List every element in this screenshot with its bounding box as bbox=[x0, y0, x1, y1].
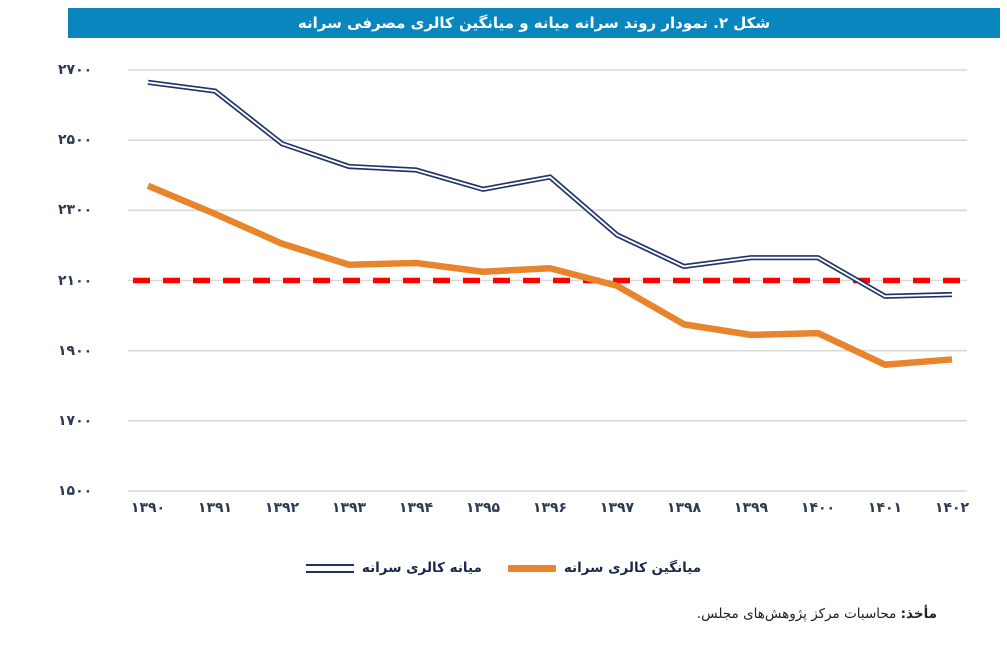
y-axis-tick-label: ۲۱۰۰ bbox=[58, 272, 93, 289]
x-axis-tick-label: ۱۳۹۴ bbox=[398, 500, 434, 516]
y-axis-tick-label: ۲۷۰۰ bbox=[58, 62, 93, 78]
x-axis-tick-label: ۱۴۰۲ bbox=[934, 500, 970, 516]
x-axis-tick-label: ۱۳۹۷ bbox=[599, 500, 635, 516]
source-label: مأخذ: bbox=[900, 606, 937, 622]
legend-item[interactable]: میانگین کالری سرانه bbox=[507, 560, 702, 576]
y-axis-tick-label: ۲۵۰۰ bbox=[58, 132, 93, 149]
x-axis-tick-label: ۱۳۹۵ bbox=[465, 500, 501, 516]
chart-container: ۱۵۰۰ ۱۷۰۰ ۱۹۰۰ ۲۱۰۰ ۲۳۰۰ ۲۵۰۰ ۲۷۰۰ ۱۳۹۰ ۱۳۹۱ ۱۳۹… bbox=[0, 45, 1007, 545]
x-axis-tick-label: ۱۴۰۰ bbox=[800, 500, 836, 516]
series-line-median-outer bbox=[147, 79, 953, 299]
figure-title-bar: شکل ۲. نمودار روند سرانه میانه و میانگین… bbox=[68, 8, 1000, 38]
y-axis-tick-label: ۱۷۰۰ bbox=[58, 412, 93, 429]
series-line-average bbox=[146, 182, 953, 368]
y-axis-tick-label: ۱۹۰۰ bbox=[58, 342, 93, 359]
y-axis-tick-label: ۱۵۰۰ bbox=[58, 483, 93, 499]
legend-item-label: میانگین کالری سرانه bbox=[563, 560, 702, 576]
x-axis-tick-label: ۱۳۹۲ bbox=[264, 500, 300, 516]
series-line-median-inner bbox=[147, 81, 953, 298]
legend-swatch-icon bbox=[305, 563, 354, 573]
legend-item-label: میانه کالری سرانه bbox=[361, 560, 482, 576]
x-axis-tick-label: ۱۳۹۸ bbox=[666, 500, 702, 516]
y-axis-tick-label: ۲۳۰۰ bbox=[58, 202, 93, 219]
page-title: شکل ۲. نمودار روند سرانه میانه و میانگین… bbox=[297, 14, 771, 32]
x-axis-tick-label: ۱۳۹۶ bbox=[532, 500, 568, 516]
line-chart-plot bbox=[128, 69, 967, 492]
source-note: مأخذ: محاسبات مرکز پژوهش‌های مجلس. bbox=[697, 606, 937, 622]
x-axis-tick-label: ۱۴۰۱ bbox=[867, 500, 903, 516]
legend-item[interactable]: میانه کالری سرانه bbox=[305, 560, 482, 576]
x-axis-tick-label: ۱۳۹۰ bbox=[130, 500, 166, 516]
x-axis-tick-label: ۱۳۹۱ bbox=[197, 500, 233, 516]
x-axis-tick-label: ۱۳۹۳ bbox=[331, 500, 367, 516]
x-axis-tick-label: ۱۳۹۹ bbox=[733, 500, 769, 516]
source-value: محاسبات مرکز پژوهش‌های مجلس. bbox=[696, 606, 901, 622]
legend-swatch-icon bbox=[507, 564, 556, 572]
chart-legend: میانگین کالری سرانه میانه کالری سرانه bbox=[0, 560, 1007, 576]
